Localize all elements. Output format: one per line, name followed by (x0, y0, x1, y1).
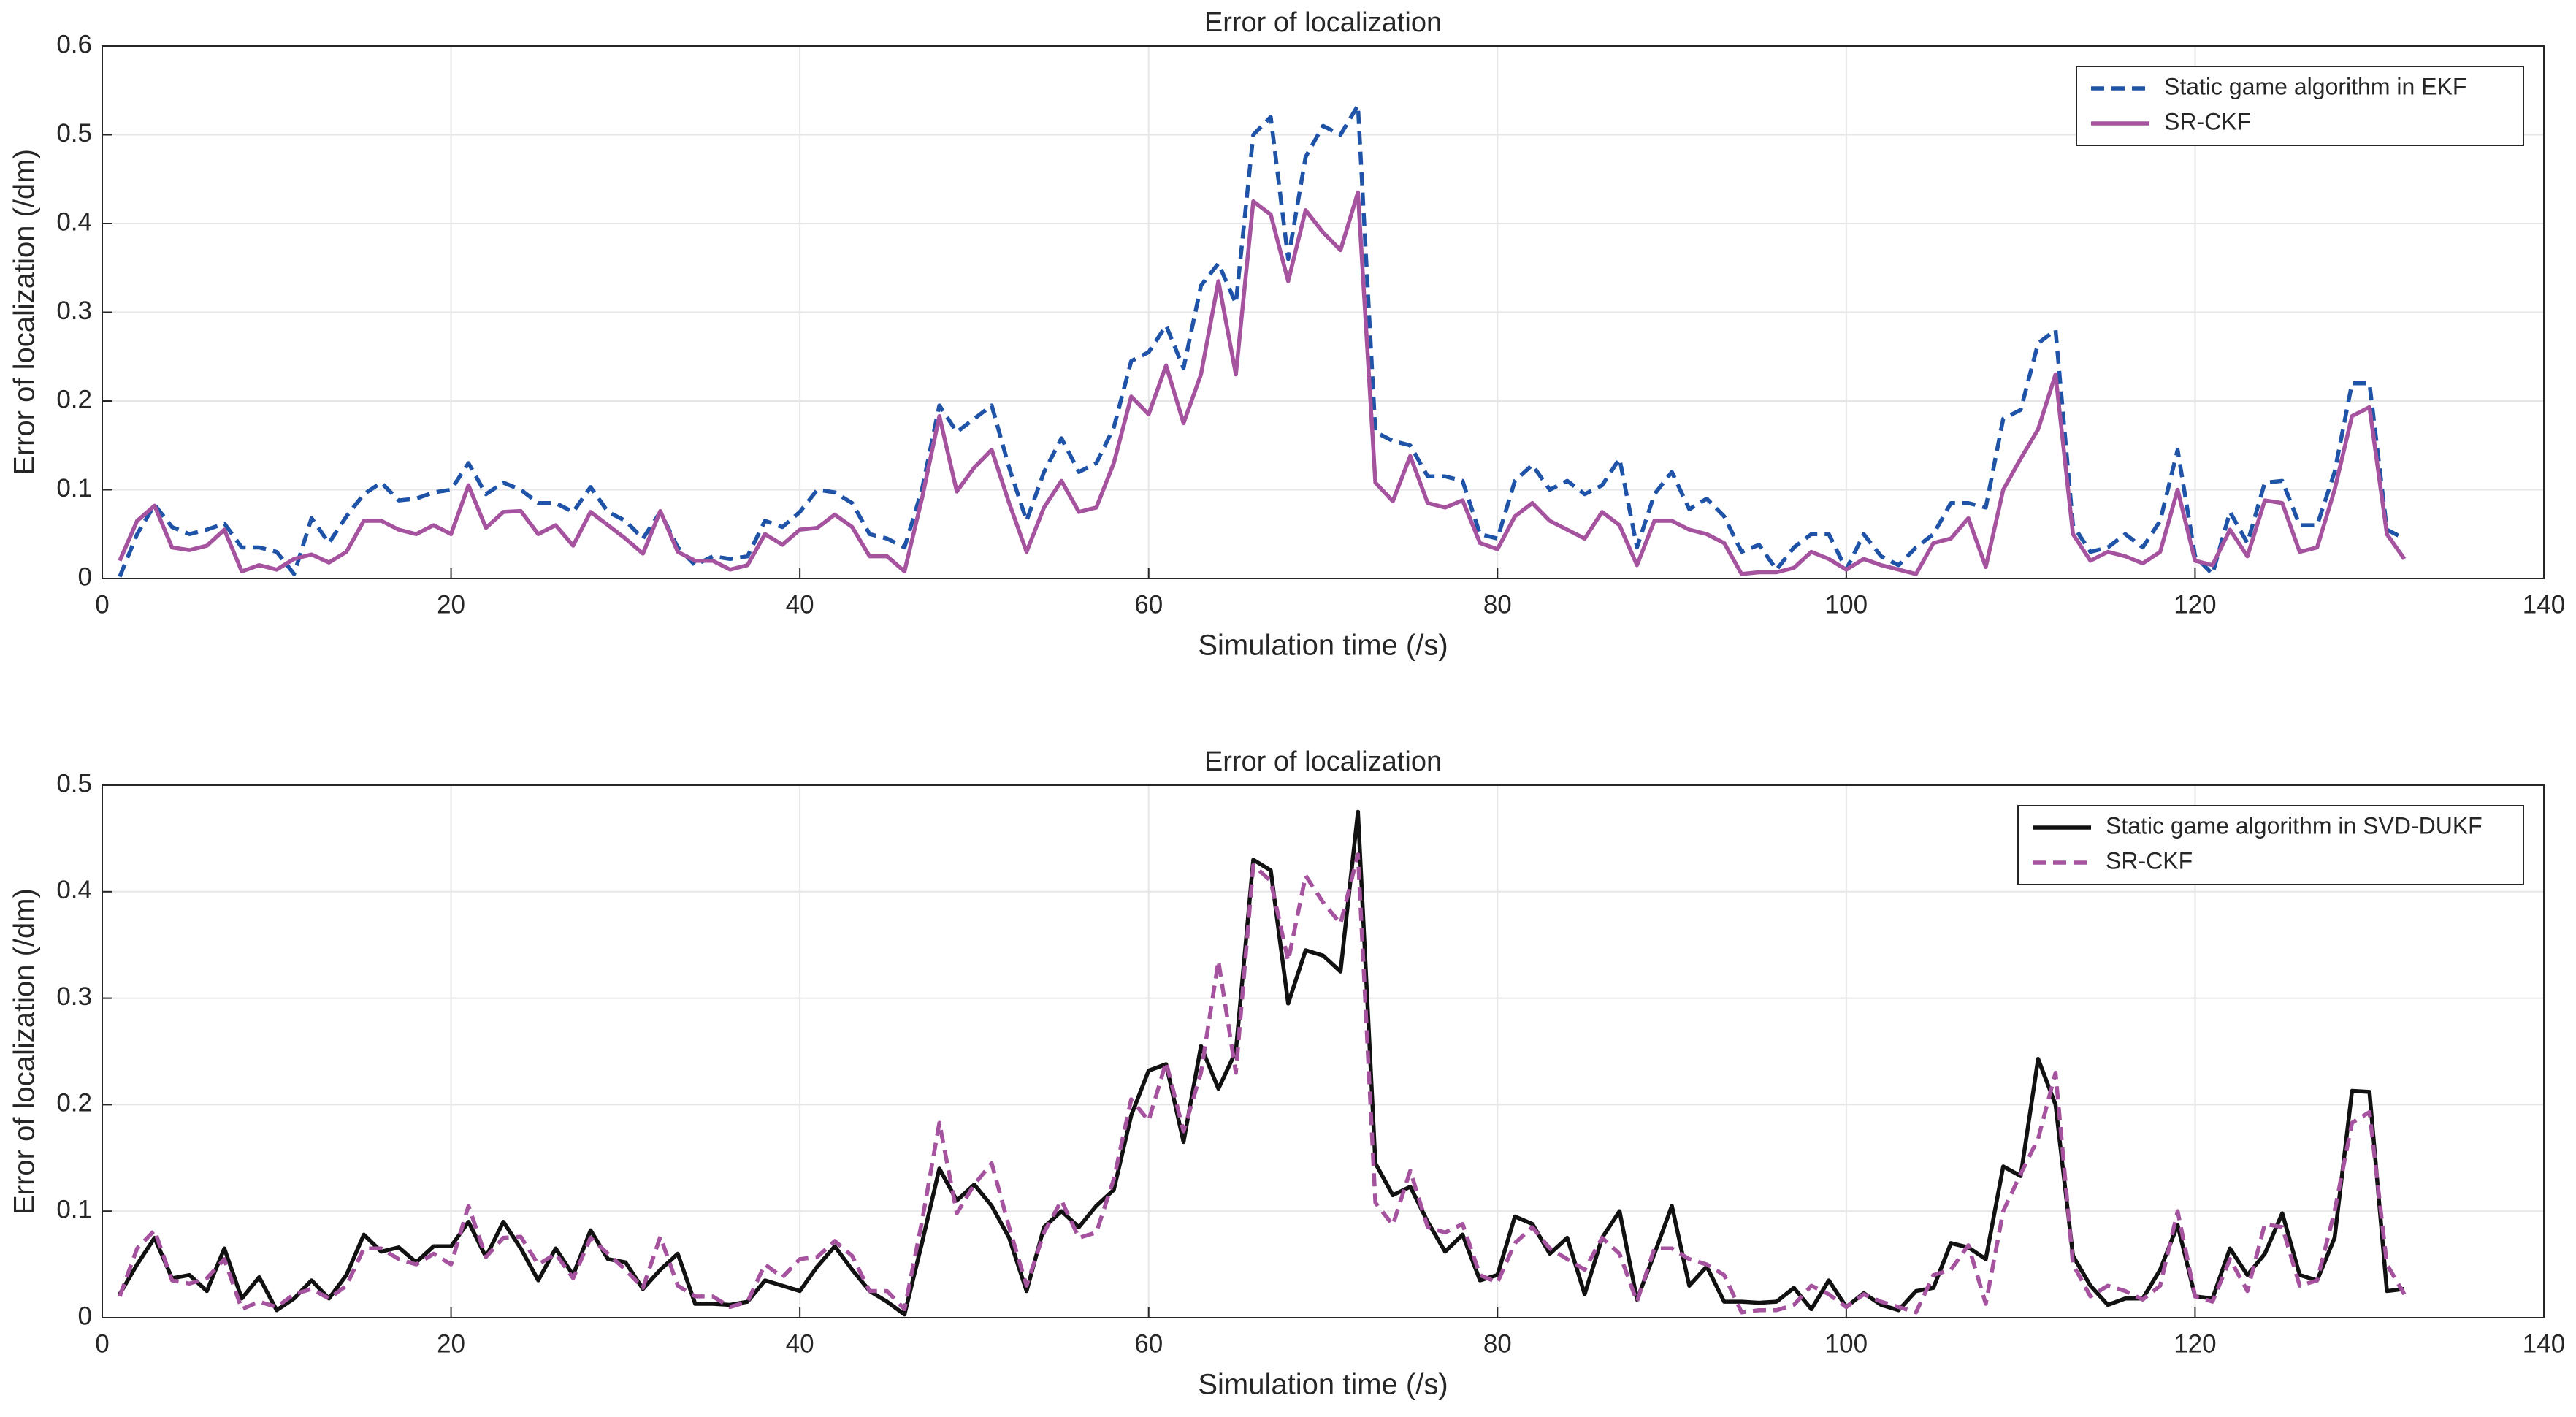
legend: Static game algorithm in SVD-DUKF SR-CKF (2017, 805, 2524, 885)
chart-title: Error of localization (1204, 7, 1442, 38)
x-tick-label: 0 (95, 590, 109, 619)
x-tick-label: 140 (2523, 590, 2565, 619)
x-tick-label: 80 (1483, 590, 1512, 619)
x-tick-label: 100 (1825, 1329, 1868, 1358)
legend-box (2076, 66, 2524, 146)
series-line (118, 103, 2406, 578)
x-tick-label: 20 (437, 590, 465, 619)
x-tick-label: 80 (1483, 1329, 1512, 1358)
subplot: 0 20 40 60 80 100 120 140 0 0.1 0.2 0.3 0.4 0.5 Error … (9, 746, 2566, 1401)
y-axis-label: Error of localization (/dm) (9, 149, 41, 475)
x-tick-label: 40 (786, 590, 814, 619)
y-tick-label: 0.4 (56, 876, 92, 904)
legend-label: Static game algorithm in EKF (2164, 73, 2466, 99)
y-tick-label: 0.2 (56, 1089, 92, 1118)
x-axis-label: Simulation time (/s) (1198, 1369, 1448, 1401)
x-tick-label: 20 (437, 1329, 465, 1358)
y-tick-label: 0.5 (56, 119, 92, 148)
series-line (118, 190, 2407, 576)
series-line (118, 852, 2407, 1315)
x-tick-label: 40 (786, 1329, 814, 1358)
y-tick-label: 0 (78, 562, 92, 591)
x-tick-label: 120 (2174, 1329, 2216, 1358)
legend-label: SR-CKF (2106, 847, 2193, 874)
y-tick-label: 0.5 (56, 769, 92, 798)
y-axis-label: Error of localization (/dm) (9, 888, 41, 1215)
y-tick-label: 0.4 (56, 207, 92, 236)
y-tick-label: 0.1 (56, 1195, 92, 1223)
x-tick-label: 140 (2523, 1329, 2565, 1358)
series-line (118, 809, 2405, 1317)
x-tick-label: 0 (95, 1329, 109, 1358)
y-tick-label: 0.3 (56, 982, 92, 1011)
axes-box (102, 784, 2545, 1318)
legend-box (2017, 805, 2524, 885)
y-tick-label: 0.2 (56, 385, 92, 413)
x-tick-label: 120 (2174, 590, 2216, 619)
legend-label: SR-CKF (2164, 108, 2251, 134)
x-axis-label: Simulation time (/s) (1198, 630, 1448, 662)
legend-label: Static game algorithm in SVD-DUKF (2106, 812, 2483, 839)
x-tick-label: 60 (1134, 590, 1163, 619)
x-tick-label: 60 (1134, 1329, 1163, 1358)
subplot: 0 20 40 60 80 100 120 140 0 0.1 0.2 0.3 0.4 0.5 0.6 Err… (9, 7, 2566, 662)
y-tick-label: 0.1 (56, 474, 92, 503)
legend: Static game algorithm in EKF SR-CKF (2076, 66, 2524, 146)
y-tick-label: 0.6 (56, 30, 92, 58)
y-tick-label: 0 (78, 1302, 92, 1330)
y-tick-label: 0.3 (56, 297, 92, 325)
chart-title: Error of localization (1204, 746, 1442, 777)
x-tick-label: 100 (1825, 590, 1868, 619)
axes-box (102, 45, 2545, 579)
